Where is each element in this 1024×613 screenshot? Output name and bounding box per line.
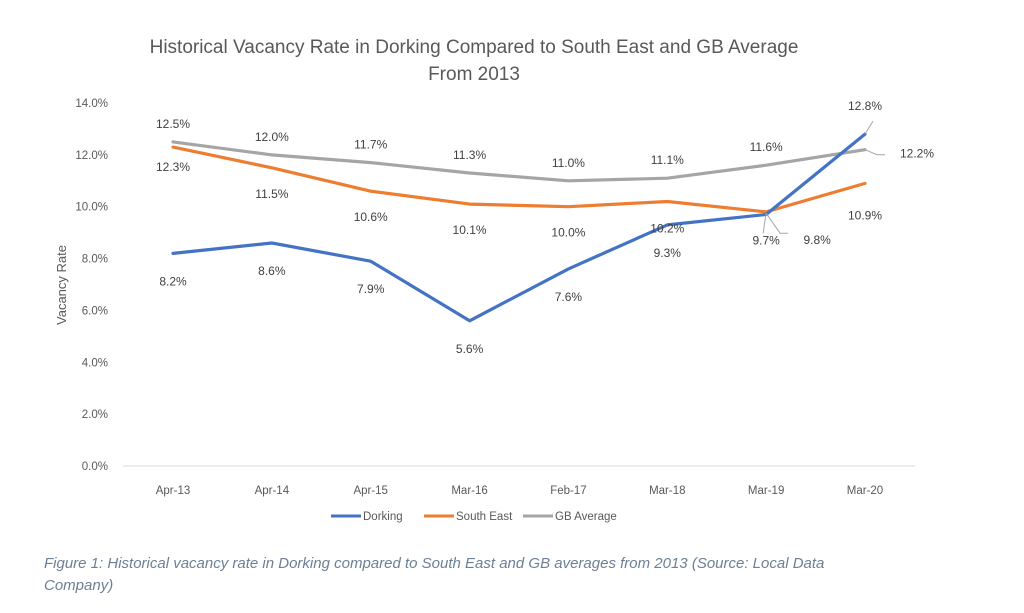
legend: Dorking South East GB Average — [331, 511, 617, 523]
data-label-south-east: 10.2% — [650, 222, 684, 236]
figure-caption-line-1: Figure 1: Historical vacancy rate in Dor… — [44, 555, 825, 572]
data-label-south-east: 10.0% — [551, 226, 585, 240]
data-label-south-east: 10.6% — [354, 210, 388, 224]
data-label-gb-average: 11.7% — [354, 138, 387, 152]
data-label-south-east: 11.5% — [255, 187, 288, 201]
x-tick-label: Mar-20 — [847, 485, 883, 497]
vacancy-rate-chart: Historical Vacancy Rate in Dorking Compa… — [54, 37, 934, 523]
x-tick-label: Apr-14 — [255, 485, 290, 497]
y-tick-label: 14.0% — [75, 98, 108, 110]
legend-item-gb-average: GB Average — [523, 511, 617, 523]
chart-title-line-2: From 2013 — [428, 64, 520, 85]
y-axis-label: Vacancy Rate — [54, 245, 69, 325]
leader-line — [864, 120, 874, 135]
legend-item-dorking: Dorking — [331, 511, 403, 523]
data-label-gb-average: 11.6% — [750, 140, 783, 154]
series-line-south-east — [171, 145, 867, 214]
data-label-gb-average: 12.5% — [156, 117, 190, 131]
y-axis-ticks: 0.0% 2.0% 4.0% 6.0% 8.0% 10.0% 12.0% 14.0% — [75, 98, 108, 473]
leader-line — [864, 149, 885, 156]
y-tick-label: 2.0% — [82, 409, 108, 421]
x-axis-ticks: Apr-13 Apr-14 Apr-15 Mar-16 Feb-17 Mar-18 Mar-… — [156, 485, 883, 497]
x-tick-label: Mar-18 — [649, 485, 685, 497]
data-label-dorking: 12.8% — [848, 99, 882, 113]
x-tick-label: Apr-13 — [156, 485, 191, 497]
series-lines — [171, 132, 867, 323]
legend-label: Dorking — [363, 511, 403, 523]
data-label-south-east: 9.8% — [803, 233, 831, 247]
data-label-south-east: 10.9% — [848, 208, 882, 222]
data-label-gb-average: 11.0% — [552, 156, 585, 170]
chart-title-line-1: Historical Vacancy Rate in Dorking Compa… — [150, 37, 799, 58]
leader-line — [762, 213, 767, 234]
data-label-south-east: 12.3% — [156, 160, 190, 174]
data-label-dorking: 9.3% — [654, 246, 682, 260]
series-line-dorking — [171, 132, 867, 323]
x-tick-label: Mar-19 — [748, 485, 784, 497]
series-line-gb-average — [171, 140, 867, 183]
data-label-south-east: 10.1% — [453, 223, 487, 237]
data-label-dorking: 8.2% — [159, 274, 187, 288]
legend-label: GB Average — [555, 511, 617, 523]
y-tick-label: 4.0% — [82, 357, 108, 369]
data-label-gb-average: 11.1% — [651, 153, 684, 167]
x-tick-label: Feb-17 — [550, 485, 586, 497]
figure-caption-line-2: Company) — [44, 577, 114, 594]
data-label-gb-average: 11.3% — [453, 148, 486, 162]
legend-label: South East — [456, 511, 513, 523]
x-tick-label: Mar-16 — [451, 485, 487, 497]
data-label-dorking: 5.6% — [456, 342, 484, 356]
data-label-leader-lines — [762, 120, 885, 234]
data-label-dorking: 8.6% — [258, 264, 286, 278]
figure-caption: Figure 1: Historical vacancy rate in Dor… — [44, 553, 944, 597]
data-label-dorking: 9.7% — [752, 233, 780, 247]
data-labels: 8.2% 8.6% 7.9% 5.6% 7.6% 9.3% 9.7% 12.8% 12.3% 11… — [156, 99, 934, 356]
y-tick-label: 0.0% — [82, 461, 108, 473]
data-label-gb-average: 12.2% — [900, 147, 934, 161]
data-label-dorking: 7.6% — [555, 290, 583, 304]
legend-item-south-east: South East — [424, 511, 513, 523]
leader-line — [765, 212, 789, 234]
data-label-gb-average: 12.0% — [255, 130, 289, 144]
y-tick-label: 6.0% — [82, 305, 108, 317]
x-tick-label: Apr-15 — [353, 485, 388, 497]
y-tick-label: 8.0% — [82, 254, 108, 266]
y-tick-label: 12.0% — [75, 150, 108, 162]
data-label-dorking: 7.9% — [357, 282, 385, 296]
y-tick-label: 10.0% — [75, 202, 108, 214]
